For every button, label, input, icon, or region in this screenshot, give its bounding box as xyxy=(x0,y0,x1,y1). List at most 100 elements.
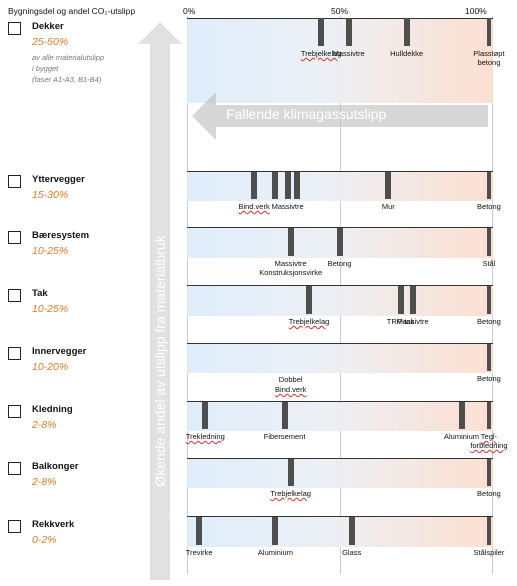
marker-massivtre xyxy=(284,172,291,199)
marker-label: Massivtre xyxy=(271,202,304,211)
marker-massivtre xyxy=(345,18,352,46)
share-note: av alle materialutslipp xyxy=(32,53,105,62)
scale-label-50: 50% xyxy=(331,6,349,16)
share-note: i bygget xyxy=(32,64,59,73)
marker-betong xyxy=(486,286,491,314)
row-yttervegger: Yttervegger 15-30% Bind.verk Massivtre Mur Be… xyxy=(0,171,517,240)
row-innervegger: Innervegger 10-20% Betong Dobbel Bind.verk xyxy=(0,343,517,412)
marker-label: Tegl- forbledning xyxy=(470,432,508,450)
free-label: Bind.verk xyxy=(275,385,307,394)
checkbox-tak[interactable] xyxy=(8,289,21,302)
row-dekker: Dekker 25-50% av alle materialutslipp i byg… xyxy=(0,18,517,142)
marker-trevirke xyxy=(196,517,203,545)
bar-tak xyxy=(187,285,493,316)
marker-plasstopt xyxy=(486,18,491,46)
category-name: Balkonger xyxy=(32,461,79,472)
share-range: 10-25% xyxy=(32,303,69,315)
marker-tegl xyxy=(486,402,491,429)
share-note: (faser A1-A3, B1-B4) xyxy=(32,75,102,84)
marker-betong xyxy=(486,172,491,199)
row-rekkverk: Rekkverk 0-2% Trevirke Aluminium Glass Stålsp… xyxy=(0,516,517,586)
marker-label: Massivtre xyxy=(396,317,429,326)
share-range: 2-8% xyxy=(32,476,57,488)
marker-glass xyxy=(348,517,355,545)
header-title: Bygningsdel og andel CO₂-utslipp xyxy=(8,6,136,16)
marker-label: Betong xyxy=(327,259,352,268)
horizontal-arrow-label: Fallende klimagassutslipp xyxy=(226,106,387,122)
checkbox-balkonger[interactable] xyxy=(8,462,21,475)
marker-betong xyxy=(486,344,491,371)
free-label: Dobbel xyxy=(278,375,303,384)
share-range: 10-25% xyxy=(32,245,69,257)
marker-label: Trebjelkelag xyxy=(300,49,342,58)
marker-trekledning xyxy=(202,402,209,429)
vertical-arrow-label: Økende andel av utslipp fra materialbruk xyxy=(152,235,168,487)
marker-aluminium xyxy=(272,517,279,545)
marker-label: Trekledning xyxy=(185,432,225,441)
row-kledning: Kledning 2-8% Trekledning Fibersement Alumin… xyxy=(0,401,517,470)
marker-label: Glass xyxy=(342,548,362,557)
marker-trebjelkelag xyxy=(287,459,294,486)
marker-betong xyxy=(336,228,343,256)
marker-stalspiler xyxy=(486,517,491,545)
share-range: 0-2% xyxy=(32,534,57,546)
marker-label: Betong xyxy=(477,202,501,211)
category-name: Kledning xyxy=(32,404,73,415)
marker-bind-verk xyxy=(251,172,258,199)
marker-stal xyxy=(486,228,491,256)
marker-label: Aluminium xyxy=(257,548,293,557)
marker-trebjelkelag xyxy=(318,18,325,46)
bar-dekker xyxy=(187,18,493,103)
category-name: Rekkverk xyxy=(32,519,75,530)
vertical-arrow xyxy=(138,22,182,580)
bar-balkonger xyxy=(187,458,493,488)
marker-unlabeled xyxy=(293,172,300,199)
category-name: Tak xyxy=(32,288,48,299)
checkbox-yttervegger[interactable] xyxy=(8,175,21,188)
scale-label-100: 100% xyxy=(465,6,487,16)
marker-label: Mur xyxy=(381,202,395,211)
marker-unlabeled xyxy=(272,172,279,199)
marker-label: Betong xyxy=(477,317,501,326)
bar-kledning xyxy=(187,401,493,431)
marker-label: Fibersement xyxy=(263,432,306,441)
marker-trebjelkelag xyxy=(306,286,312,314)
marker-massivtre xyxy=(287,228,294,256)
marker-label: Aluminium xyxy=(443,432,480,441)
bar-yttervegger xyxy=(187,171,493,201)
category-name: Yttervegger xyxy=(32,174,85,185)
row-tak: Tak 10-25% Trebjelkelag TRP-tak Massivtre Bet… xyxy=(0,285,517,355)
bar-innervegger xyxy=(187,343,493,373)
share-range: 25-50% xyxy=(32,36,69,48)
marker-label: Betong xyxy=(477,374,501,383)
category-name: Innervegger xyxy=(32,346,87,357)
checkbox-rekkverk[interactable] xyxy=(8,520,21,533)
marker-aluminium xyxy=(458,402,465,429)
marker-label: Trebjelkelag xyxy=(288,317,330,326)
row-baeresystem: Bæresystem 10-25% Massivtre Konstruksjonsv… xyxy=(0,227,517,297)
checkbox-innervegger[interactable] xyxy=(8,347,21,360)
marker-hulldekke xyxy=(403,18,410,46)
marker-label: Plasstøpt betong xyxy=(473,49,505,67)
marker-fibersement xyxy=(281,402,288,429)
checkbox-dekker[interactable] xyxy=(8,22,21,35)
marker-label: Betong xyxy=(477,489,501,498)
marker-betong xyxy=(486,459,491,486)
marker-label: Trebjelkelag xyxy=(270,489,311,498)
checkbox-baeresystem[interactable] xyxy=(8,231,21,244)
marker-massivtre xyxy=(409,286,416,314)
marker-label: Stålspiler xyxy=(473,548,505,557)
row-balkonger: Balkonger 2-8% Trebjelkelag Betong xyxy=(0,458,517,527)
marker-mur xyxy=(385,172,392,199)
checkbox-kledning[interactable] xyxy=(8,405,21,418)
marker-label: TRP-tak xyxy=(386,317,415,326)
category-name: Bæresystem xyxy=(32,230,90,241)
share-range: 15-30% xyxy=(32,189,69,201)
horizontal-arrow xyxy=(192,92,488,140)
category-name: Dekker xyxy=(32,21,64,32)
marker-label: Massivtre xyxy=(332,49,365,58)
marker-label: Trevirke xyxy=(185,548,213,557)
marker-label: Bind.verk xyxy=(238,202,270,211)
marker-label: Massivtre Konstruksjonsvirke xyxy=(259,259,323,277)
bar-rekkverk xyxy=(187,516,493,547)
